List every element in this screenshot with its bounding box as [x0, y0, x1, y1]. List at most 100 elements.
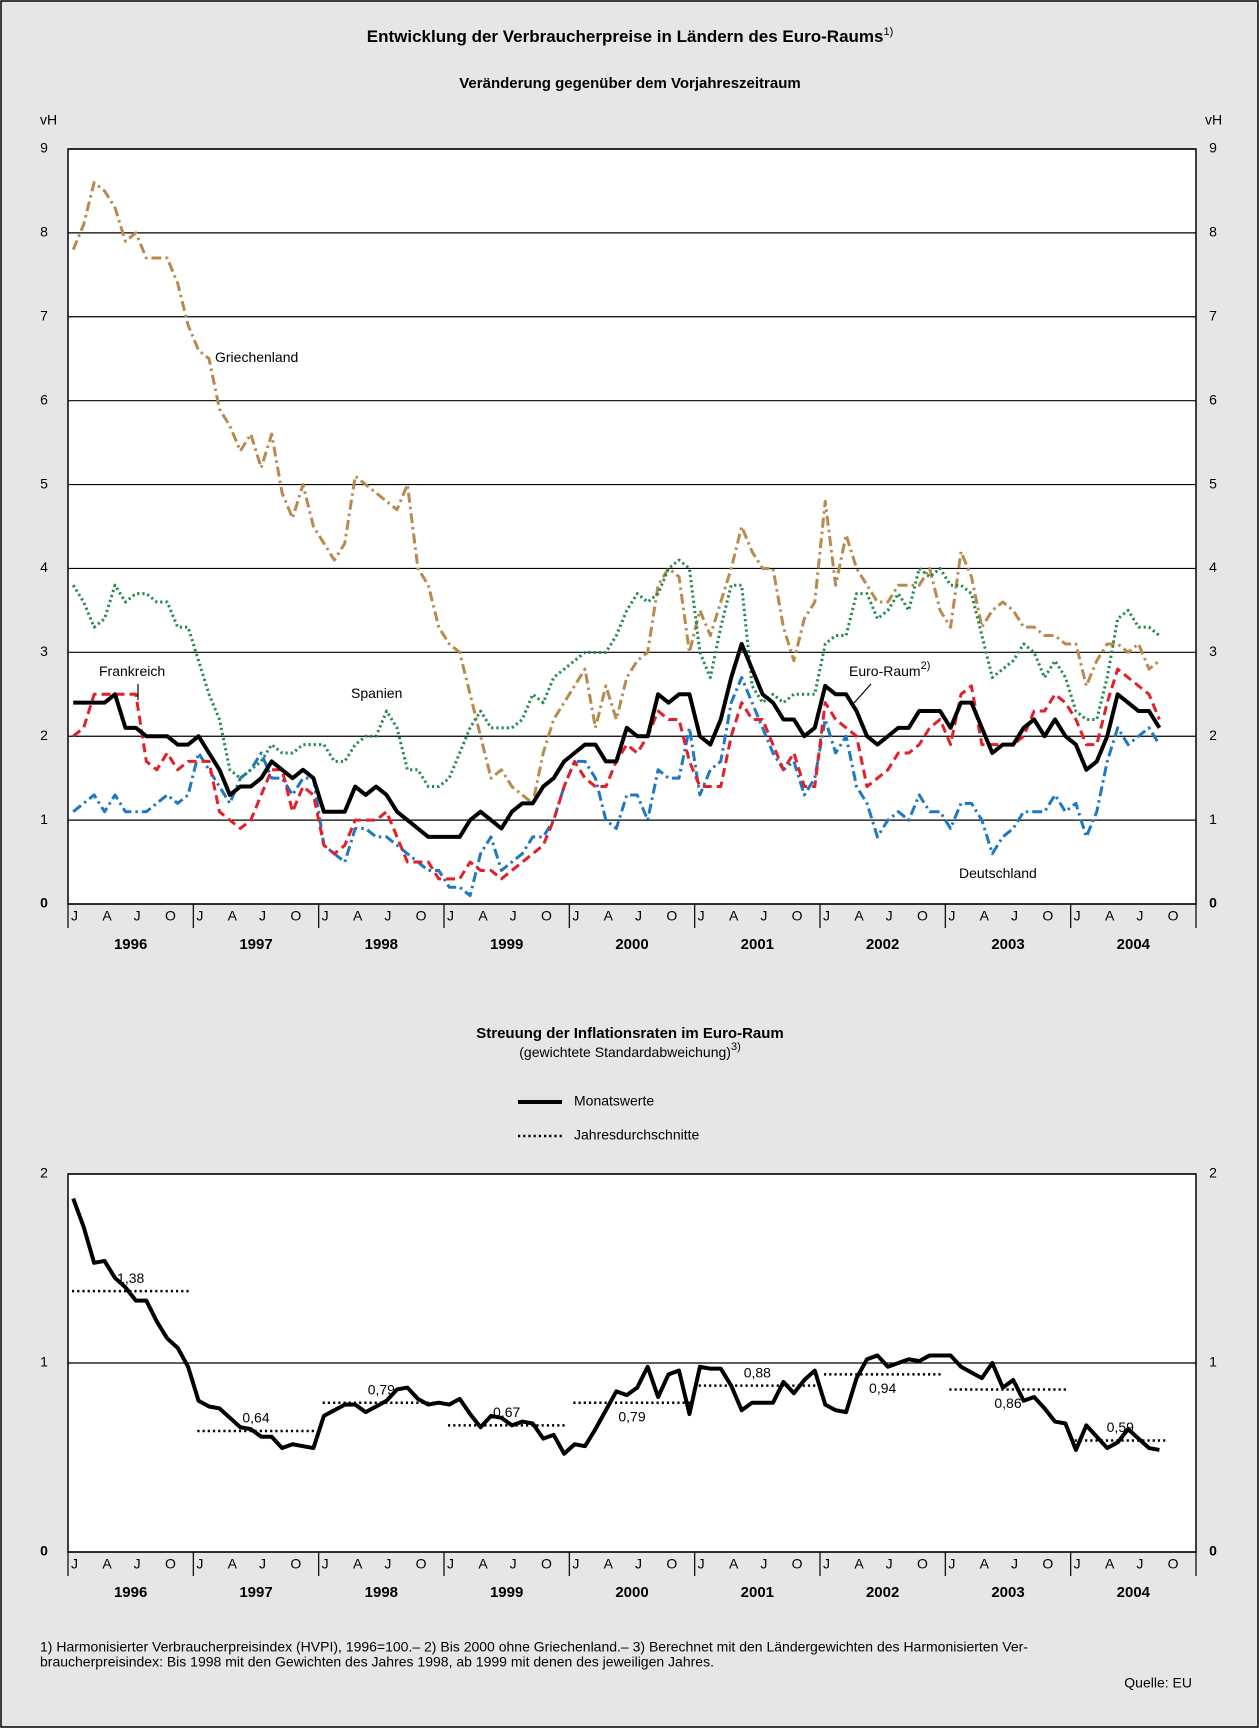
year-label: 1996 — [114, 936, 147, 953]
x-tick-label: A — [729, 908, 739, 924]
x-tick-label: A — [854, 908, 864, 924]
x-tick-label: A — [478, 908, 488, 924]
x-tick-label: O — [1168, 1556, 1179, 1572]
x-tick-label: J — [1074, 1556, 1081, 1572]
y-tick-label: 2 — [40, 1165, 48, 1181]
x-tick-label: A — [729, 1556, 739, 1572]
year-label: 2000 — [615, 936, 648, 953]
legend-label: Jahresdurchschnitte — [574, 1127, 700, 1143]
x-tick-label: J — [823, 908, 830, 924]
chart-subtitle-text: (gewichtete Standardabweichung) — [519, 1044, 731, 1060]
y-tick-label: 4 — [40, 559, 48, 575]
value-label: 0,88 — [744, 1364, 771, 1380]
x-tick-label: A — [102, 1556, 112, 1572]
year-label: 2000 — [615, 1584, 648, 1601]
x-tick-label: J — [1011, 1556, 1018, 1572]
footnote: braucherpreisindex: Bis 1998 mit den Gew… — [40, 1654, 714, 1670]
series-line — [71, 558, 1161, 789]
series-line — [72, 676, 1161, 898]
x-tick-label: A — [1105, 908, 1115, 924]
x-tick-label: J — [510, 1556, 517, 1572]
x-tick-label: J — [886, 908, 893, 924]
x-tick-label: O — [541, 908, 552, 924]
chart-title-text: Entwicklung der Verbraucherpreise in Län… — [367, 27, 884, 46]
x-tick-label: J — [259, 908, 266, 924]
x-tick-label: J — [134, 908, 141, 924]
y-tick-label: 9 — [40, 140, 48, 156]
x-tick-label: A — [102, 908, 112, 924]
x-tick-label: O — [1042, 908, 1053, 924]
legend-label: Monatswerte — [574, 1093, 654, 1109]
x-tick-label: O — [290, 1556, 301, 1572]
x-tick-label: J — [948, 908, 955, 924]
x-tick-label: J — [823, 1556, 830, 1572]
series-label: Euro-Raum2) — [849, 660, 930, 679]
series-label-text: Spanien — [351, 685, 402, 701]
x-tick-label: A — [353, 908, 363, 924]
chart-title: Streuung der Inflationsraten im Euro-Rau… — [476, 1025, 784, 1042]
x-tick-label: J — [886, 1556, 893, 1572]
series-label-text: Frankreich — [99, 663, 165, 679]
x-tick-label: J — [698, 1556, 705, 1572]
year-label: 1996 — [114, 1584, 147, 1601]
x-tick-label: O — [1168, 908, 1179, 924]
y2-tick-label: 7 — [1209, 307, 1217, 323]
x-tick-label: J — [1074, 908, 1081, 924]
x-tick-label: O — [1042, 1556, 1053, 1572]
x-tick-label: J — [447, 1556, 454, 1572]
label-bg — [96, 662, 183, 682]
x-tick-label: A — [980, 908, 990, 924]
x-tick-label: A — [353, 1556, 363, 1572]
x-tick-label: A — [604, 1556, 614, 1572]
x-tick-label: J — [698, 908, 705, 924]
x-tick-label: O — [416, 1556, 427, 1572]
label-bg — [348, 684, 411, 704]
y-tick-label: 0 — [40, 1543, 48, 1559]
x-tick-label: O — [917, 1556, 928, 1572]
x-tick-label: A — [478, 1556, 488, 1572]
y-tick-label: 1 — [40, 811, 48, 827]
footnote: 1) Harmonisierter Verbraucherpreisindex … — [40, 1639, 1028, 1655]
y-tick-label: 5 — [40, 475, 48, 491]
year-label: 2002 — [866, 936, 899, 953]
x-tick-label: J — [635, 908, 642, 924]
y2-tick-label: 4 — [1209, 559, 1217, 575]
x-tick-label: A — [854, 1556, 864, 1572]
chart-title-text: Streuung der Inflationsraten im Euro-Rau… — [476, 1025, 784, 1042]
x-tick-label: O — [917, 908, 928, 924]
y-tick-label: 0 — [40, 895, 48, 911]
label-bg — [846, 662, 941, 682]
value-label: 0,94 — [869, 1380, 896, 1396]
plot-area — [68, 149, 1196, 904]
x-tick-label: O — [290, 908, 301, 924]
series-label-text: Deutschland — [959, 865, 1037, 881]
x-tick-label: J — [322, 908, 329, 924]
x-tick-label: A — [980, 1556, 990, 1572]
leader-line — [853, 683, 872, 704]
x-tick-label: O — [165, 1556, 176, 1572]
year-label: 1997 — [239, 936, 272, 953]
series-label-note: 2) — [921, 660, 931, 672]
x-tick-label: O — [165, 908, 176, 924]
x-tick-label: A — [228, 908, 238, 924]
series-label: Griechenland — [215, 349, 298, 365]
value-label: 0,79 — [618, 1408, 645, 1424]
year-label: 2001 — [741, 1584, 774, 1601]
plot-border — [67, 148, 1197, 905]
x-tick-label: J — [1011, 908, 1018, 924]
chart-subtitle: Veränderung gegenüber dem Vorjahreszeitr… — [459, 75, 800, 92]
y-tick-label: 7 — [40, 307, 48, 323]
x-tick-label: O — [541, 1556, 552, 1572]
year-label: 2003 — [991, 1584, 1024, 1601]
x-tick-label: J — [447, 908, 454, 924]
x-tick-label: J — [322, 1556, 329, 1572]
y2-tick-label: 9 — [1209, 140, 1217, 156]
x-tick-label: J — [384, 908, 391, 924]
x-tick-label: A — [228, 1556, 238, 1572]
year-label: 2002 — [866, 1584, 899, 1601]
x-tick-label: J — [1136, 1556, 1143, 1572]
x-tick-label: O — [792, 908, 803, 924]
x-tick-label: A — [604, 908, 614, 924]
x-tick-label: J — [635, 1556, 642, 1572]
